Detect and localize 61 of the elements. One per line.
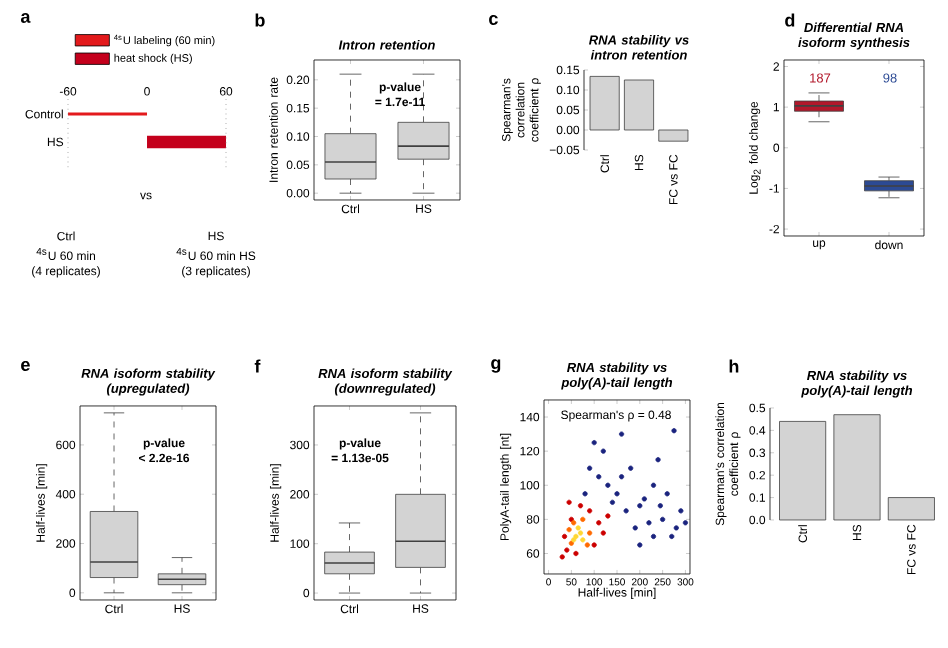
point <box>600 448 606 454</box>
text: b <box>255 13 265 27</box>
text: f <box>254 359 261 373</box>
point <box>591 440 597 446</box>
text: a <box>20 13 31 23</box>
point <box>637 542 643 548</box>
point <box>573 533 579 540</box>
bar <box>887 497 935 521</box>
point <box>600 530 606 536</box>
point <box>646 520 652 526</box>
point <box>577 503 584 509</box>
text: g <box>491 359 501 373</box>
point <box>566 499 572 505</box>
bar <box>658 129 689 142</box>
point <box>561 533 568 540</box>
point <box>587 465 593 471</box>
point <box>573 550 579 557</box>
text: d <box>785 13 795 27</box>
point <box>566 527 572 533</box>
point <box>628 465 634 471</box>
point <box>582 491 588 497</box>
point <box>596 520 602 526</box>
point <box>664 491 670 497</box>
point <box>660 516 666 522</box>
point <box>678 508 684 514</box>
point <box>673 525 679 531</box>
point <box>623 508 629 514</box>
point <box>580 537 586 543</box>
point <box>618 431 625 437</box>
point <box>632 525 638 531</box>
bar <box>623 79 655 131</box>
text: h <box>729 359 739 373</box>
point <box>657 503 663 509</box>
point <box>577 530 584 536</box>
point <box>580 516 586 522</box>
text: e <box>21 361 30 371</box>
point <box>618 474 625 480</box>
point <box>605 482 611 488</box>
bar <box>833 414 881 521</box>
point <box>637 503 643 509</box>
point <box>596 474 602 480</box>
point <box>669 533 675 540</box>
point <box>564 547 570 553</box>
point <box>609 499 616 505</box>
point <box>584 542 590 548</box>
point <box>605 513 611 519</box>
point <box>559 554 565 560</box>
bar <box>779 421 827 521</box>
point <box>650 482 657 488</box>
bar <box>589 75 620 131</box>
point <box>587 508 593 514</box>
point <box>650 533 657 540</box>
point <box>575 525 581 531</box>
point <box>641 496 647 502</box>
point <box>614 491 620 497</box>
point <box>671 428 677 434</box>
point <box>655 457 661 463</box>
point <box>587 530 593 536</box>
point <box>591 542 597 548</box>
point <box>682 520 689 526</box>
text: c <box>489 15 498 25</box>
